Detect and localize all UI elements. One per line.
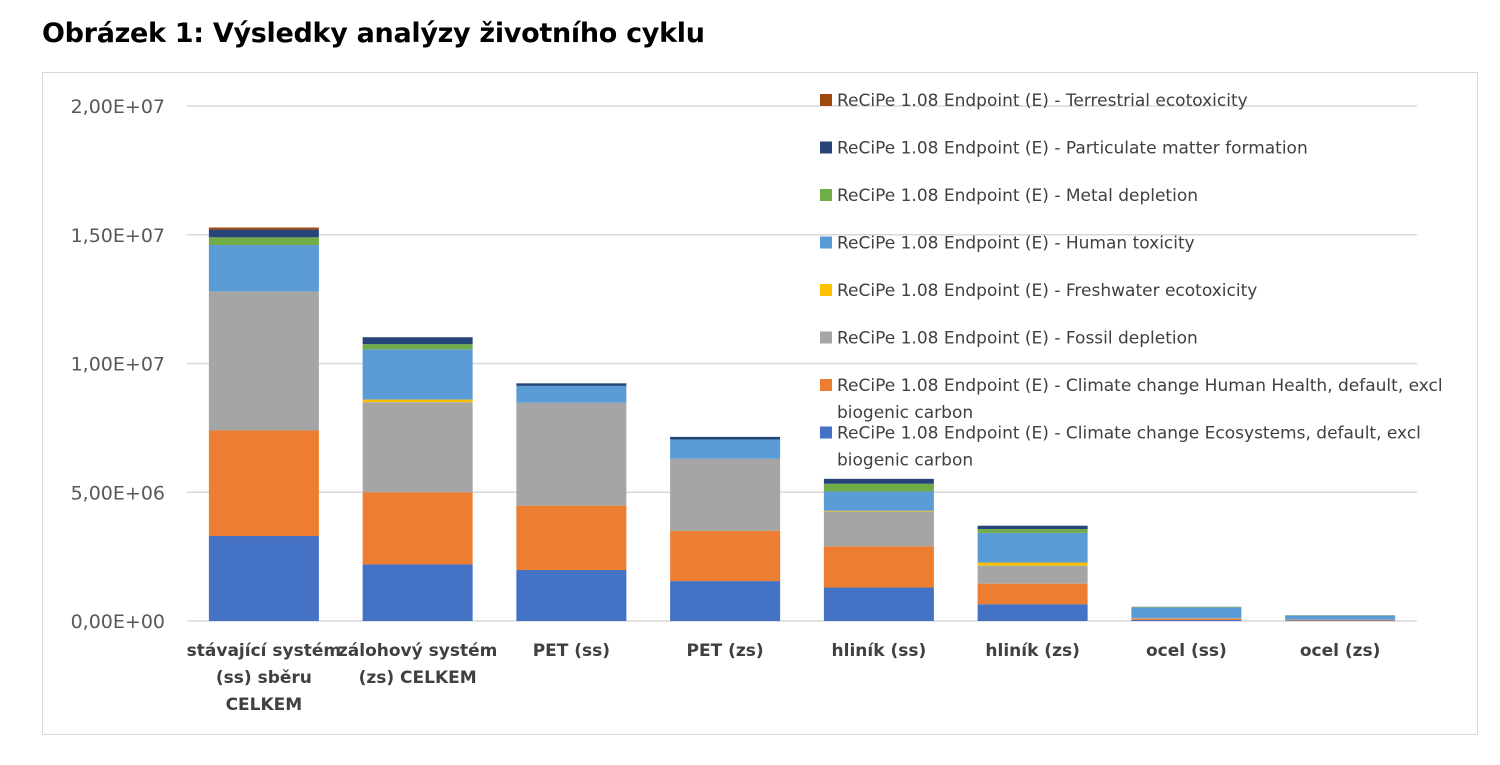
bar-segment (516, 385, 627, 403)
bar-segment (362, 344, 473, 350)
legend-label: ReCiPe 1.08 Endpoint (E) - Climate chang… (837, 424, 1421, 444)
bar-segment (823, 483, 934, 492)
bar-segment (362, 399, 473, 403)
legend-label: ReCiPe 1.08 Endpoint (E) - Metal depleti… (837, 186, 1198, 206)
legend-label: ReCiPe 1.08 Endpoint (E) - Climate chang… (837, 376, 1443, 396)
legend-label: ReCiPe 1.08 Endpoint (E) - Terrestrial e… (837, 91, 1248, 111)
x-category-label: PET (zs) (687, 641, 764, 661)
bar-segment (516, 505, 627, 571)
bar-segment (823, 510, 934, 512)
bar-segment (208, 245, 319, 292)
stacked-bar-chart: 0,00E+00 5,00E+06 1,00E+07 1,50E+07 2,00E+07… (71, 91, 1443, 715)
bar-segment (670, 581, 781, 621)
y-tick-label: 1,00E+07 (71, 354, 165, 376)
y-tick-label: 2,00E+07 (71, 96, 165, 118)
bar-segment (362, 337, 473, 345)
bar-segment (977, 583, 1088, 605)
x-category-label: hliník (zs) (985, 641, 1079, 661)
legend-swatch (820, 141, 832, 154)
legend-swatch (820, 379, 832, 391)
legend-label: ReCiPe 1.08 Endpoint (E) - Human toxicit… (837, 234, 1195, 254)
x-category-label: zálohový systém (338, 641, 497, 661)
legend-label: ReCiPe 1.08 Endpoint (E) - Freshwater ec… (837, 281, 1257, 301)
legend-swatch (820, 331, 832, 344)
bar-segment (977, 525, 1088, 530)
x-category-label: (zs) CELKEM (359, 668, 477, 688)
bar-segment (670, 436, 781, 440)
bar-segment (977, 565, 1088, 584)
bar-segment (1285, 615, 1396, 620)
bar-segment (670, 530, 781, 582)
x-category-label: ocel (ss) (1146, 641, 1227, 661)
bar-segment (1131, 618, 1242, 620)
bar-segment (1285, 619, 1396, 621)
y-tick-label: 1,50E+07 (71, 225, 165, 247)
bar-segment (516, 383, 627, 386)
bar-segment (823, 546, 934, 588)
bar-segment (977, 532, 1088, 563)
y-tick-label: 0,00E+00 (71, 611, 165, 633)
bar-segment (823, 478, 934, 484)
bar-segment (208, 229, 319, 238)
bar-segment (208, 237, 319, 246)
bar-segment (1131, 607, 1242, 608)
x-category-label: PET (ss) (533, 641, 610, 661)
y-tick-label: 5,00E+06 (71, 482, 165, 504)
x-category-label: stávající systém (187, 641, 341, 661)
bar-segment (362, 492, 473, 565)
x-category-label: hliník (ss) (832, 641, 927, 661)
x-category-label: (ss) sběru (216, 668, 312, 688)
bar-segment (670, 439, 781, 459)
legend-label: biogenic carbon (837, 403, 973, 423)
x-category-label: ocel (zs) (1300, 641, 1381, 661)
legend-swatch (820, 94, 832, 106)
legend-label: ReCiPe 1.08 Endpoint (E) - Particulate m… (837, 139, 1308, 159)
legend-swatch (820, 426, 832, 439)
legend-label: ReCiPe 1.08 Endpoint (E) - Fossil deplet… (837, 329, 1198, 349)
bar-segment (516, 402, 627, 506)
bar-segment (1131, 619, 1242, 621)
bar-segment (362, 564, 473, 621)
legend-swatch (820, 284, 832, 296)
legend-swatch (820, 189, 832, 201)
bar-segment (208, 430, 319, 537)
bar-segment (208, 291, 319, 431)
bar-segment (362, 349, 473, 400)
legend-label: biogenic carbon (837, 451, 973, 471)
bar-segment (977, 562, 1088, 566)
x-category-label: CELKEM (226, 695, 303, 715)
bar-segment (208, 227, 319, 230)
bar-segment (516, 570, 627, 621)
legend-swatch (820, 236, 832, 249)
bar-segment (1131, 617, 1242, 619)
bar-segment (823, 587, 934, 621)
bar-segment (1131, 607, 1242, 618)
bar-segment (1285, 620, 1396, 621)
page-title: Obrázek 1: Výsledky analýzy životního cy… (42, 18, 705, 49)
bar-segment (977, 529, 1088, 533)
bar-segment (977, 604, 1088, 621)
bar-segment (823, 491, 934, 511)
chart-frame: 0,00E+00 5,00E+06 1,00E+07 1,50E+07 2,00E+07… (42, 72, 1478, 735)
bar-segment (208, 536, 319, 621)
bar-segment (823, 511, 934, 547)
bar-segment (362, 402, 473, 493)
bar-segment (670, 458, 781, 531)
